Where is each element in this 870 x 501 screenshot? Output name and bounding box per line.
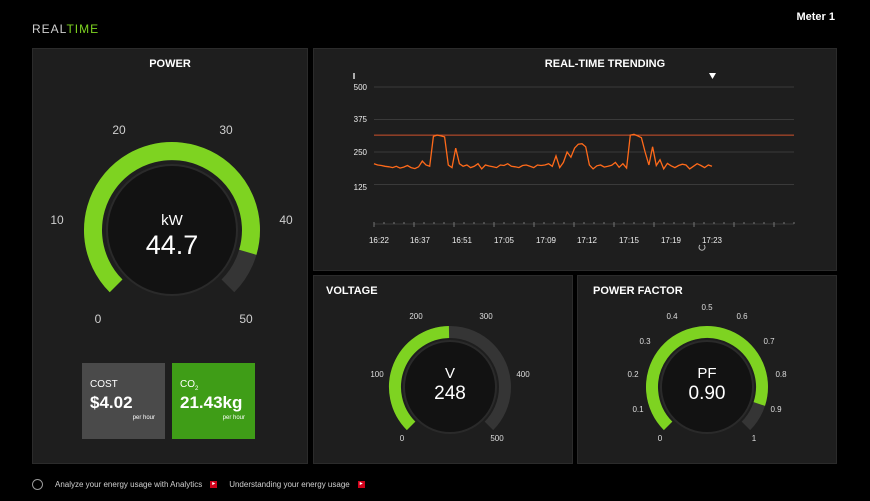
power-factor-title: POWER FACTOR [593, 285, 683, 297]
settings-ring-icon[interactable] [32, 479, 43, 490]
co2-value: 21.43kg [180, 393, 243, 412]
power-value: 44.7 [146, 230, 199, 260]
co2-unit: per hour [222, 415, 245, 421]
voltage-gauge: 0 100 200 300 400 500 V 248 [370, 312, 530, 443]
trend-ytick-250: 250 [354, 148, 368, 157]
power-tick-20: 20 [112, 123, 126, 137]
trend-xtick-5: 17:12 [577, 236, 598, 245]
voltage-tick-0: 0 [400, 434, 405, 443]
trend-series-line [373, 133, 713, 171]
pf-tick-0.8: 0.8 [775, 370, 787, 379]
pf-gauge-value-arc [645, 326, 768, 431]
power-gauge-value-arc [84, 142, 260, 293]
power-title: POWER [149, 58, 191, 70]
trend-xtick-3: 17:05 [494, 236, 515, 245]
voltage-tick-400: 400 [516, 370, 530, 379]
pf-tick-0.5: 0.5 [701, 303, 713, 312]
trend-ytick-500: 500 [354, 83, 368, 92]
understanding-link[interactable]: Understanding your energy usage [229, 480, 350, 489]
pf-tick-0.6: 0.6 [736, 312, 748, 321]
voltage-title: VOLTAGE [326, 285, 378, 297]
pf-tick-0.1: 0.1 [632, 405, 644, 414]
co2-box: CO2 21.43kg per hour [172, 363, 255, 439]
voltage-unit: V [445, 365, 455, 382]
meter-selector[interactable]: Meter 1 [796, 11, 835, 23]
power-factor-panel: POWER FACTOR 0 0.1 0.2 0.3 0.4 0.5 0.6 0… [577, 275, 837, 464]
trend-xtick-2: 16:51 [452, 236, 473, 245]
brand-suffix: TIME [66, 22, 100, 36]
power-tick-10: 10 [50, 213, 64, 227]
pf-unit: PF [697, 365, 716, 382]
trending-title: REAL-TIME TRENDING [544, 58, 666, 70]
cost-value: $4.02 [90, 393, 133, 412]
voltage-gauge-value-arc [388, 326, 450, 431]
voltage-value: 248 [434, 383, 466, 404]
pf-tick-0.4: 0.4 [666, 312, 678, 321]
understanding-arrow-icon[interactable]: ▸ [357, 481, 365, 488]
pf-tick-1: 1 [752, 434, 757, 443]
cost-label: COST [90, 379, 118, 390]
trend-xtick-0: 16:22 [369, 236, 390, 245]
trend-now-marker[interactable] [709, 73, 716, 79]
trending-panel: REAL-TIME TRENDING 500 375 250 125 16:22… [313, 48, 837, 271]
analytics-link[interactable]: Analyze your energy usage with Analytics [55, 480, 203, 489]
cost-box: COST $4.02 per hour [82, 363, 165, 439]
voltage-tick-100: 100 [370, 370, 384, 379]
pf-tick-0.9: 0.9 [770, 405, 782, 414]
voltage-tick-300: 300 [479, 312, 493, 321]
trend-ytick-125: 125 [354, 183, 368, 192]
trend-xtick-1: 16:37 [410, 236, 431, 245]
voltage-tick-200: 200 [409, 312, 423, 321]
power-gauge: 0 10 20 30 40 50 kW 44.7 [50, 123, 293, 326]
footer: Analyze your energy usage with Analytics… [32, 479, 371, 490]
cost-unit: per hour [132, 415, 155, 421]
co2-label: CO2 [180, 379, 199, 392]
pf-gauge: 0 0.1 0.2 0.3 0.4 0.5 0.6 0.7 0.8 0.9 1 … [627, 303, 787, 443]
analytics-arrow-icon[interactable]: ▸ [210, 481, 218, 488]
voltage-tick-500: 500 [490, 434, 504, 443]
trend-chart: 500 375 250 125 16:22 16:37 16:51 17:05 … [353, 73, 795, 251]
power-tick-40: 40 [279, 213, 293, 227]
brand-prefix: REAL [32, 22, 67, 36]
power-tick-0: 0 [95, 312, 102, 326]
voltage-panel: VOLTAGE 0 100 200 300 400 500 V 248 [313, 275, 573, 464]
power-tick-30: 30 [219, 123, 233, 137]
pf-tick-0.7: 0.7 [763, 337, 775, 346]
trend-ytick-375: 375 [354, 115, 368, 124]
brand-logo: REALTIME [32, 22, 99, 36]
voltage-gauge-face [403, 340, 497, 434]
power-panel: POWER 0 10 20 30 40 50 kW 44.7 COST $4.0… [32, 48, 308, 464]
trend-xtick-7: 17:19 [661, 236, 682, 245]
pf-tick-0.3: 0.3 [639, 337, 651, 346]
pf-tick-0.2: 0.2 [627, 370, 639, 379]
trend-xtick-8: 17:23 [702, 236, 723, 245]
pf-tick-0: 0 [658, 434, 663, 443]
trend-xtick-4: 17:09 [536, 236, 557, 245]
trend-xtick-6: 17:15 [619, 236, 640, 245]
pf-value: 0.90 [689, 383, 726, 404]
refresh-icon[interactable] [698, 244, 706, 251]
power-tick-50: 50 [239, 312, 253, 326]
power-unit: kW [161, 212, 184, 229]
pf-gauge-face [660, 340, 754, 434]
power-gauge-face [106, 164, 238, 296]
